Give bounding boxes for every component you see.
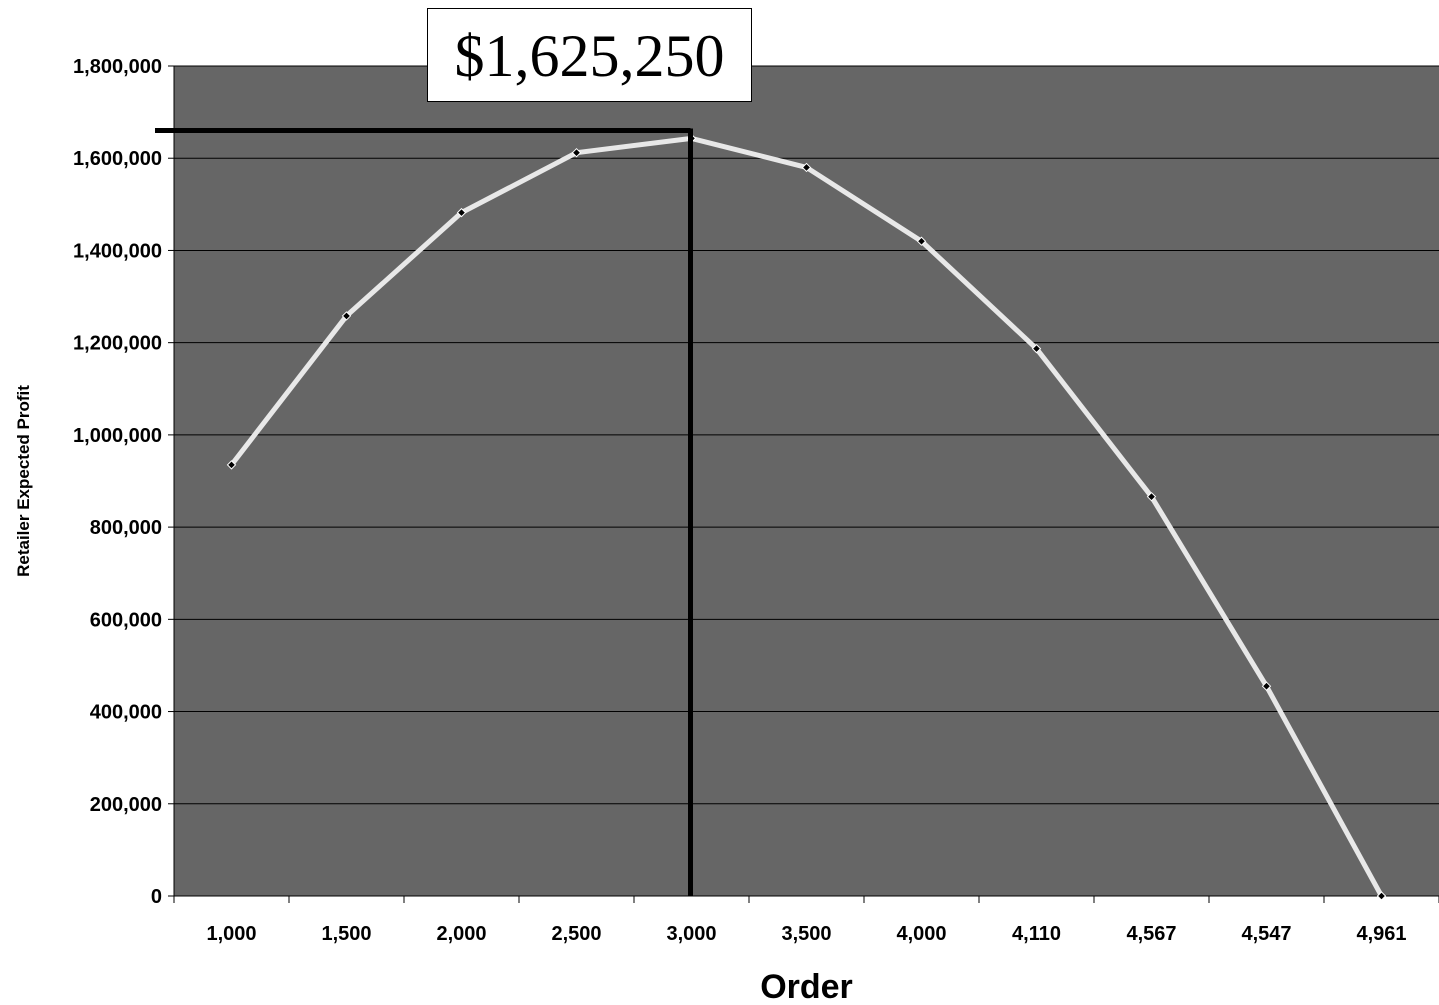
y-tick-label: 400,000: [90, 702, 162, 724]
x-tick-label: 4,567: [1126, 923, 1176, 945]
x-tick-labels: 1,000 1,500 2,000 2,500 3,000 3,500 4,000 4,110…: [206, 923, 1406, 945]
plot-area: [174, 66, 1439, 896]
x-tick-label: 3,500: [781, 923, 831, 945]
y-tick-label: 800,000: [90, 517, 162, 539]
optimum-guide-lines: [155, 128, 693, 896]
data-point-marker: [226, 460, 237, 470]
y-tick-labels: 0 200,000 400,000 600,000 800,000 1,000,000 1,…: [73, 56, 162, 908]
x-tick-label: 3,000: [666, 923, 716, 945]
y-tick-label: 1,200,000: [73, 333, 162, 355]
x-tick-label: 2,500: [551, 923, 601, 945]
y-tick-label: 200,000: [90, 794, 162, 816]
x-tick-label: 1,500: [321, 923, 371, 945]
y-tick-label: 600,000: [90, 609, 162, 631]
gridlines: [174, 65, 1439, 805]
data-point-marker: [801, 162, 812, 173]
y-tick-label: 1,600,000: [73, 148, 162, 170]
data-point-marker: [571, 147, 582, 158]
y-tick-label: 0: [151, 886, 162, 908]
y-tick-label: 1,400,000: [73, 240, 162, 262]
data-point-marker: [1376, 891, 1387, 901]
data-point-marker: [1146, 491, 1157, 502]
data-point-marker: [456, 207, 467, 218]
data-point-marker: [1261, 681, 1272, 691]
x-tick-label: 1,000: [206, 923, 256, 945]
y-axis-label: Retailer Expected Profit: [14, 385, 33, 577]
axes: [168, 65, 1439, 903]
x-tick-label: 2,000: [436, 923, 486, 945]
data-point-marker: [341, 311, 352, 321]
y-tick-label: 1,000,000: [73, 425, 162, 447]
x-tick-label: 4,961: [1356, 923, 1406, 945]
y-tick-label: 1,800,000: [73, 56, 162, 78]
x-tick-label: 4,110: [1012, 923, 1061, 945]
optimum-profit-callout: $1,625,250: [427, 8, 752, 102]
x-tick-label: 4,000: [896, 923, 946, 945]
x-tick-label: 4,547: [1241, 923, 1291, 945]
data-point-marker: [1031, 343, 1042, 354]
x-axis-label: Order: [760, 968, 853, 1005]
data-point-marker: [916, 236, 927, 246]
